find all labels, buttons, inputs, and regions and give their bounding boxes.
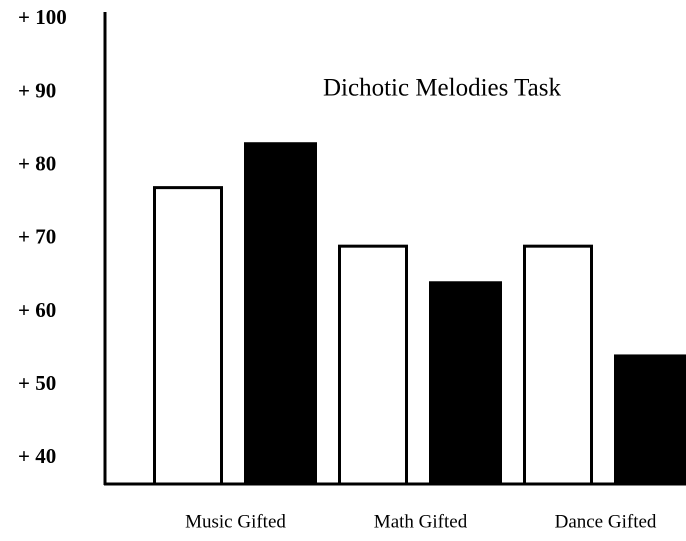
bar <box>429 281 502 486</box>
y-tick-label: + 60 <box>18 298 56 322</box>
bar <box>338 244 408 486</box>
bar <box>244 142 317 486</box>
bar <box>153 186 223 486</box>
x-tick-label: Dance Gifted <box>555 511 657 532</box>
y-tick-label: + 80 <box>18 151 56 175</box>
chart-title: Dichotic Melodies Task <box>323 75 562 102</box>
y-tick-label: + 40 <box>18 444 56 468</box>
y-tick-label: + 50 <box>18 371 56 395</box>
x-tick-label: Math Gifted <box>374 511 468 532</box>
bar <box>614 354 686 486</box>
y-tick-label: + 70 <box>18 225 56 249</box>
bar <box>523 244 593 486</box>
y-tick-label: + 90 <box>18 78 56 102</box>
y-tick-label: + 100 <box>18 5 67 29</box>
x-tick-label: Music Gifted <box>185 511 286 532</box>
